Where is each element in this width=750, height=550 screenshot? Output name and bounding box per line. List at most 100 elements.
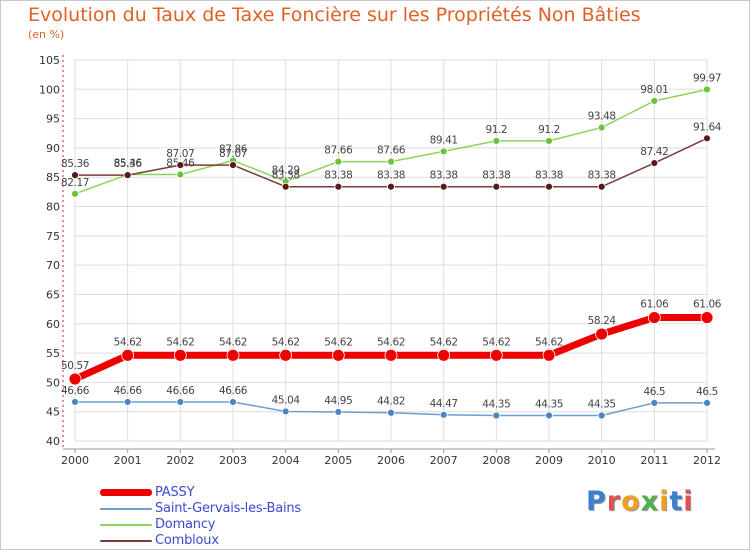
data-label-combloux: 87.07 (166, 148, 194, 160)
data-point-saint-gervais-les-bains (545, 411, 553, 420)
data-label-saint-gervais-les-bains: 44.47 (430, 398, 458, 410)
y-tick-label: 65 (46, 288, 60, 301)
logo-letter: P (586, 486, 607, 517)
y-tick-label: 70 (46, 259, 60, 272)
data-label-saint-gervais-les-bains: 46.66 (219, 385, 248, 397)
data-label-domancy: 85.46 (114, 158, 143, 170)
data-point-passy (384, 348, 398, 362)
data-point-domancy (703, 85, 711, 94)
chart-title: Evolution du Taux de Taxe Foncière sur l… (28, 4, 641, 26)
y-tick-label: 60 (46, 318, 60, 331)
x-tick-label: 2005 (324, 454, 352, 467)
data-label-passy: 54.62 (272, 336, 300, 348)
legend-label-passy: PASSY (155, 485, 195, 500)
data-point-domancy (597, 123, 606, 132)
data-point-combloux (334, 182, 343, 191)
data-label-domancy: 89.41 (430, 134, 458, 146)
data-label-combloux: 85.36 (61, 158, 90, 170)
data-label-saint-gervais-les-bains: 46.5 (643, 386, 665, 398)
data-point-combloux (545, 182, 553, 191)
proxiti-logo: Proxiti (586, 486, 694, 517)
data-point-passy (279, 348, 293, 362)
data-point-saint-gervais-les-bains (176, 398, 185, 406)
x-tick-label: 2011 (640, 454, 668, 467)
data-label-saint-gervais-les-bains: 44.82 (377, 396, 405, 408)
data-point-saint-gervais-les-bains (281, 407, 290, 416)
data-label-passy: 54.62 (377, 336, 405, 348)
data-label-saint-gervais-les-bains: 44.35 (482, 399, 510, 411)
data-label-domancy: 91.2 (538, 124, 560, 136)
data-point-combloux (597, 182, 606, 191)
data-point-passy (647, 311, 661, 324)
data-point-domancy (439, 147, 448, 156)
data-label-passy: 50.57 (61, 360, 89, 372)
data-label-domancy: 87.66 (377, 145, 406, 157)
legend-label-domancy: Domancy (155, 517, 216, 532)
data-point-saint-gervais-les-bains (334, 408, 343, 416)
data-label-passy: 61.06 (640, 299, 669, 311)
data-point-passy (700, 311, 714, 324)
data-point-saint-gervais-les-bains (597, 411, 606, 420)
data-point-combloux (703, 134, 711, 143)
data-point-saint-gervais-les-bains (123, 398, 132, 406)
data-label-combloux: 87.42 (640, 146, 668, 158)
data-label-passy: 54.62 (219, 336, 247, 348)
data-point-combloux (176, 161, 185, 169)
logo-letter: t (669, 486, 684, 517)
data-point-saint-gervais-les-bains (439, 410, 448, 419)
data-point-domancy (492, 136, 501, 145)
data-label-domancy: 99.97 (693, 72, 721, 84)
y-tick-label: 45 (46, 406, 60, 419)
data-label-combloux: 83.38 (482, 170, 510, 182)
y-tick-label: 75 (46, 230, 60, 243)
logo-letter: o (621, 486, 641, 517)
data-label-combloux: 85.36 (114, 158, 143, 170)
data-point-domancy (71, 189, 79, 198)
data-point-saint-gervais-les-bains (703, 398, 711, 407)
logo-letter: x (640, 486, 660, 517)
y-tick-label: 55 (46, 347, 60, 360)
data-point-combloux (387, 182, 395, 191)
data-point-passy (542, 348, 556, 362)
data-label-passy: 54.62 (482, 336, 510, 348)
data-point-passy (68, 372, 82, 386)
data-label-saint-gervais-les-bains: 44.35 (588, 399, 616, 411)
data-label-combloux: 83.38 (272, 170, 300, 182)
data-point-domancy (387, 157, 395, 166)
x-tick-label: 2000 (61, 454, 89, 467)
data-label-combloux: 83.38 (535, 170, 563, 182)
data-label-domancy: 93.48 (588, 111, 616, 123)
x-tick-label: 2007 (430, 454, 458, 467)
data-label-domancy: 87.66 (324, 145, 353, 157)
y-tick-label: 90 (46, 142, 60, 155)
data-point-combloux (650, 159, 659, 167)
legend-label-combloux: Combloux (155, 533, 219, 548)
data-label-combloux: 83.38 (430, 170, 458, 182)
data-label-combloux: 83.38 (324, 170, 352, 182)
x-tick-label: 2012 (693, 454, 721, 467)
data-point-saint-gervais-les-bains (492, 411, 501, 420)
data-point-saint-gervais-les-bains (387, 408, 395, 417)
logo-letter: i (683, 486, 694, 517)
data-label-saint-gervais-les-bains: 44.35 (535, 399, 563, 411)
data-label-domancy: 82.17 (61, 177, 89, 189)
y-axis-unit-label: (en %) (28, 28, 65, 41)
y-tick-label: 95 (46, 113, 60, 126)
legend-swatch-domancy (100, 524, 152, 526)
data-label-combloux: 83.38 (377, 170, 405, 182)
y-tick-label: 80 (46, 201, 60, 214)
data-point-passy (121, 348, 135, 362)
data-point-domancy (650, 97, 659, 105)
data-point-combloux (229, 161, 237, 169)
x-tick-label: 2004 (272, 454, 300, 467)
x-tick-label: 2009 (535, 454, 563, 467)
data-label-domancy: 84.29 (272, 164, 300, 176)
x-tick-label: 2001 (114, 454, 142, 467)
logo-letter: i (659, 486, 670, 517)
data-label-passy: 61.06 (693, 299, 722, 311)
data-label-combloux: 91.64 (693, 121, 722, 133)
data-label-passy: 54.62 (114, 336, 142, 348)
data-point-passy (226, 348, 240, 362)
data-label-saint-gervais-les-bains: 46.5 (696, 386, 718, 398)
